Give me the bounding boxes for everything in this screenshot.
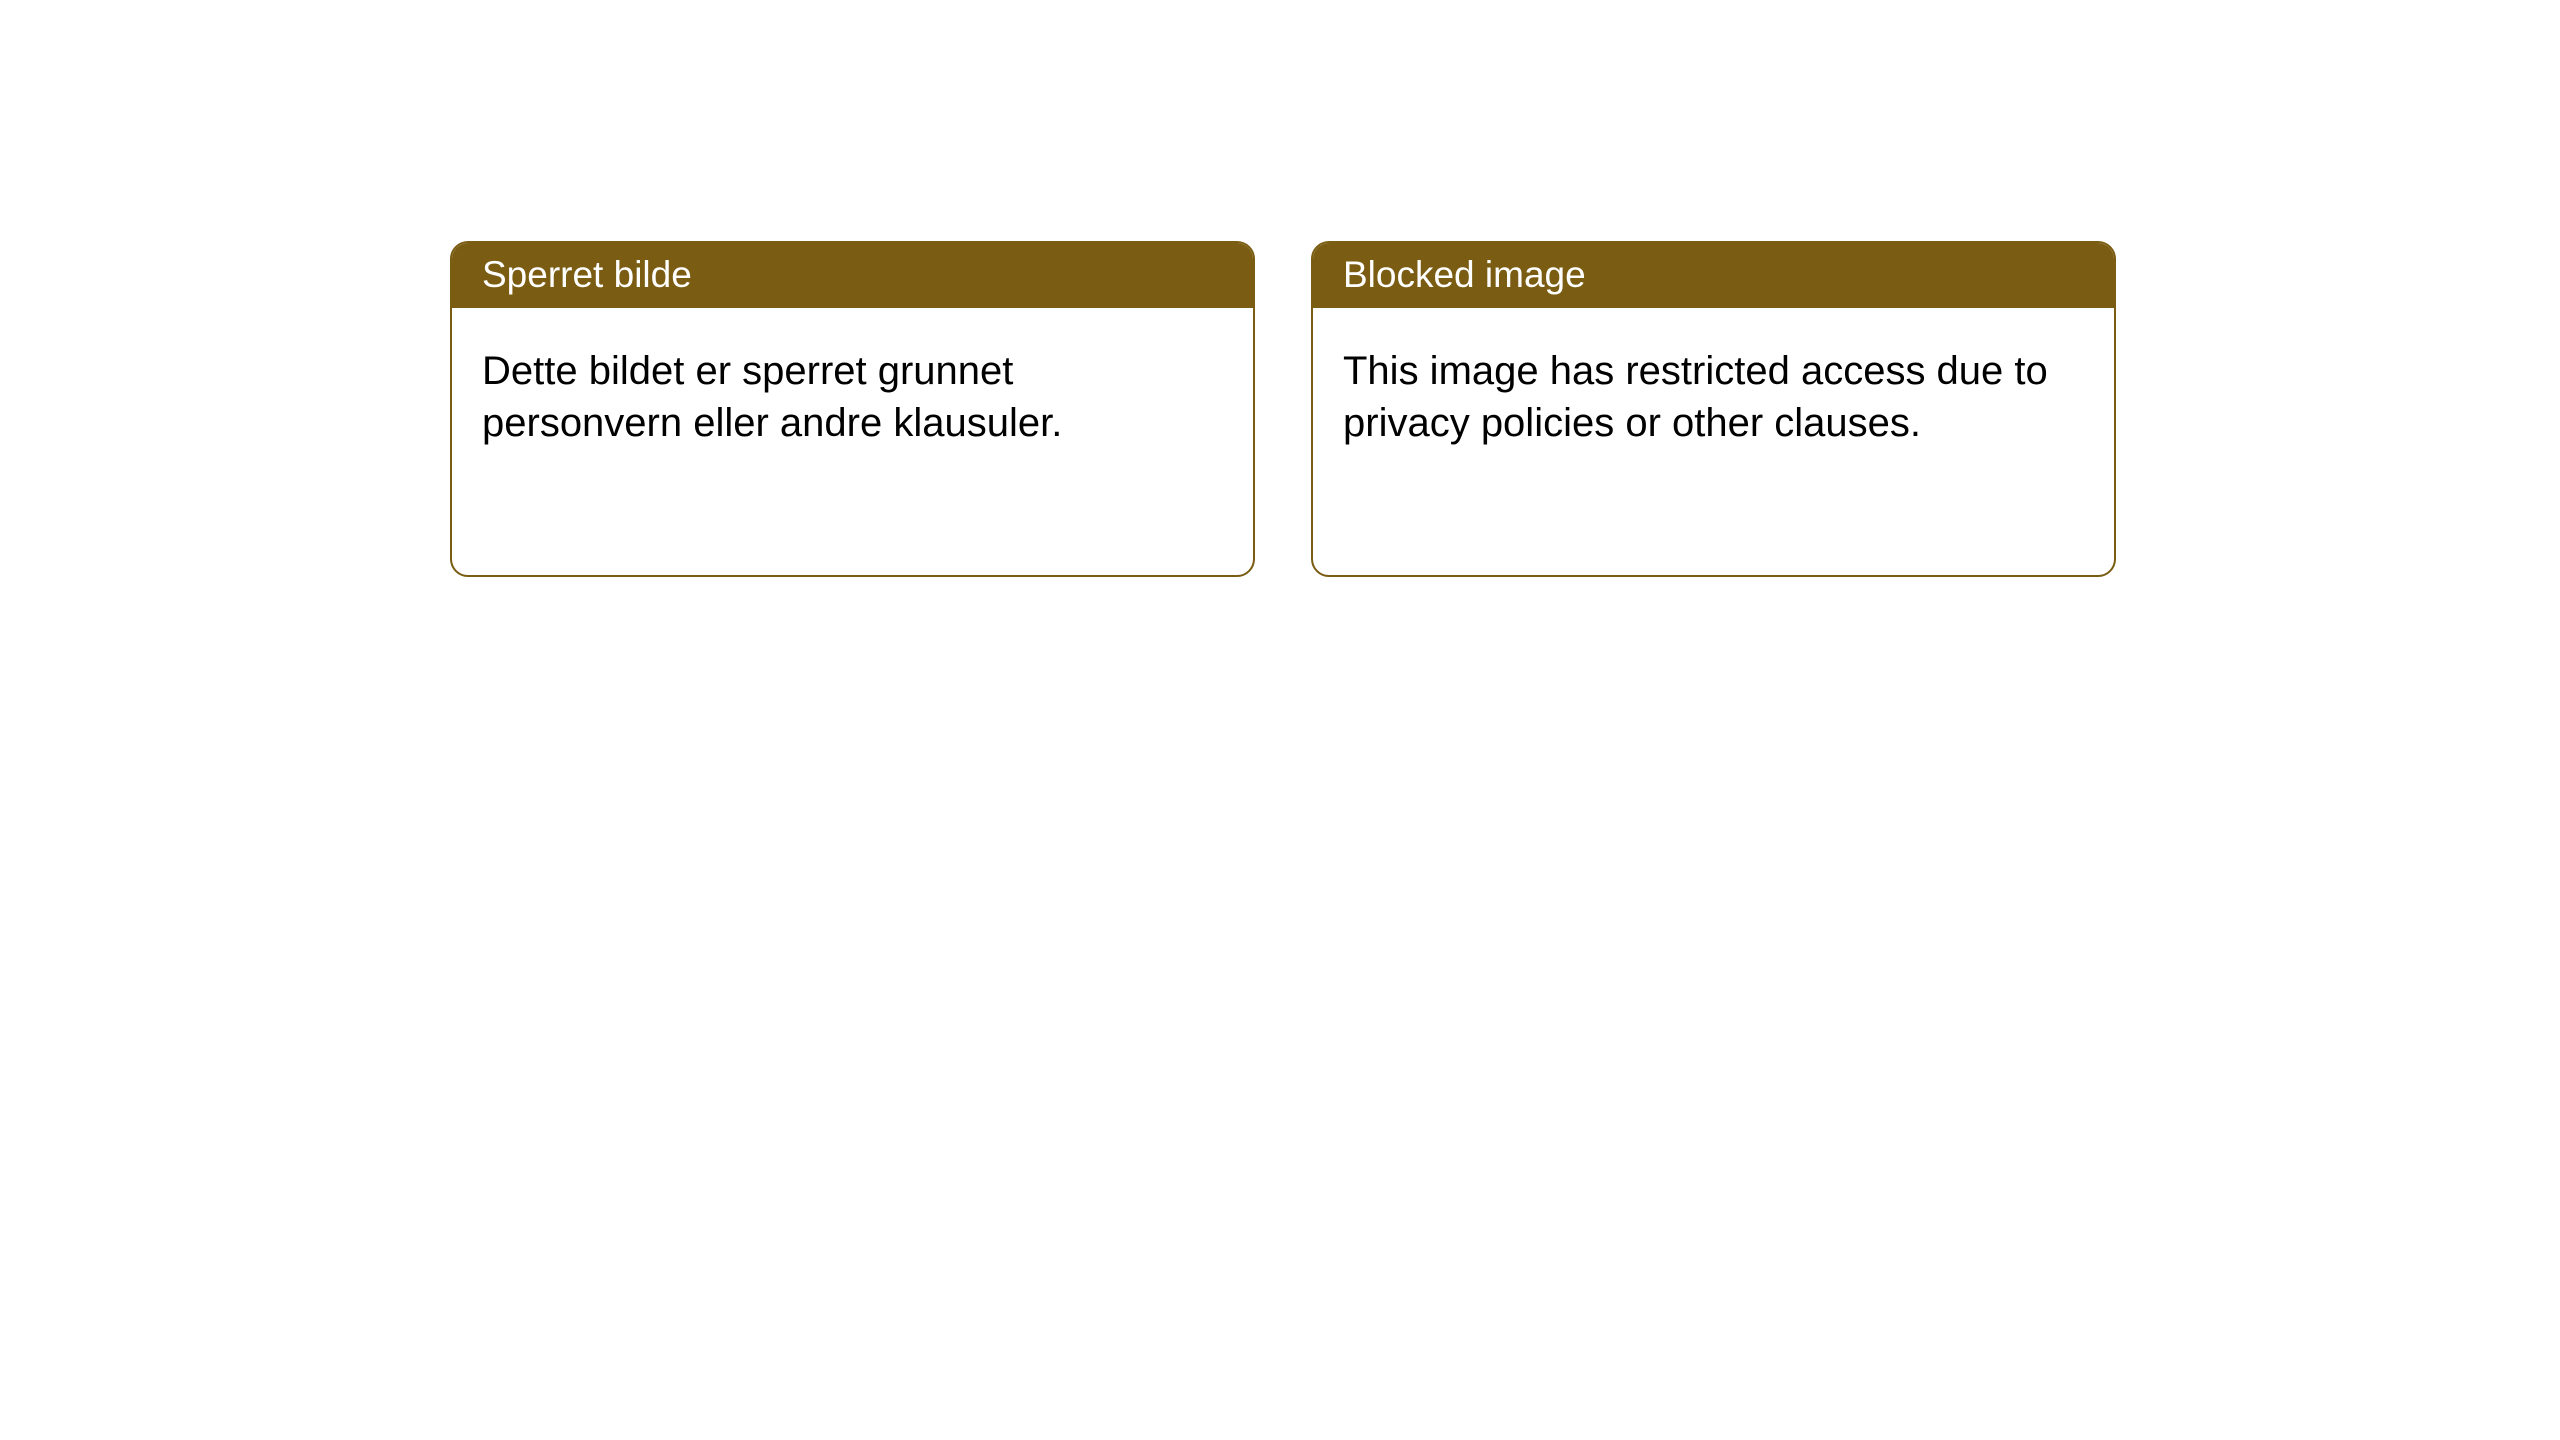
notice-body: Dette bildet er sperret grunnet personve…: [452, 308, 1253, 479]
notice-message: Dette bildet er sperret grunnet personve…: [482, 349, 1062, 445]
notice-card-english: Blocked image This image has restricted …: [1311, 241, 2116, 577]
notice-card-norwegian: Sperret bilde Dette bildet er sperret gr…: [450, 241, 1255, 577]
notice-header: Sperret bilde: [452, 243, 1253, 308]
notice-title: Blocked image: [1343, 254, 1586, 295]
notice-header: Blocked image: [1313, 243, 2114, 308]
notice-container: Sperret bilde Dette bildet er sperret gr…: [0, 0, 2560, 577]
notice-title: Sperret bilde: [482, 254, 692, 295]
notice-body: This image has restricted access due to …: [1313, 308, 2114, 479]
notice-message: This image has restricted access due to …: [1343, 349, 2048, 445]
